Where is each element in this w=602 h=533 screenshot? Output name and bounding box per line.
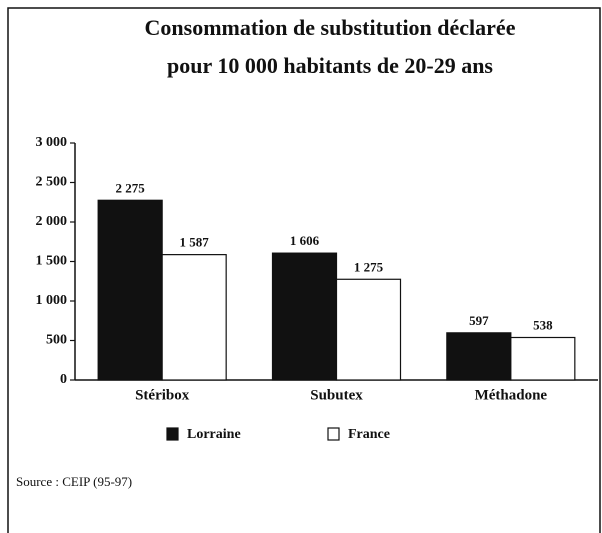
bar [335,278,402,381]
value-label: 1 587 [180,235,210,250]
y-tick-label: 500 [46,333,67,348]
bar [97,199,163,381]
bar [510,336,576,381]
value-label: 597 [469,313,489,328]
bar [161,254,227,381]
value-label: 1 275 [354,259,384,274]
y-tick-label: 0 [60,372,67,387]
value-label: 1 606 [290,233,320,248]
y-tick-label: 3 000 [36,135,68,150]
x-tick-label: Subutex [310,387,363,403]
source: Source : CEIP (95-97) [16,474,132,489]
legend-label: France [348,427,390,442]
x-tick-label: Méthadone [475,387,548,403]
y-tick-label: 2 500 [36,175,68,190]
legend-swatch [166,427,179,441]
y-tick-label: 1 000 [36,293,68,308]
frame [7,7,601,533]
legend-swatch [327,427,340,441]
x-tick-label: Stéribox [135,387,190,403]
y-tick-label: 1 500 [36,254,68,269]
bar [446,332,512,381]
bar [271,252,338,381]
value-label: 538 [533,317,553,332]
chart-title: Consommation de substitution déclarée [145,15,516,40]
chart-title: pour 10 000 habitants de 20-29 ans [167,53,493,78]
y-tick-label: 2 000 [36,214,68,229]
legend-label: Lorraine [187,427,241,442]
value-label: 2 275 [116,180,146,195]
